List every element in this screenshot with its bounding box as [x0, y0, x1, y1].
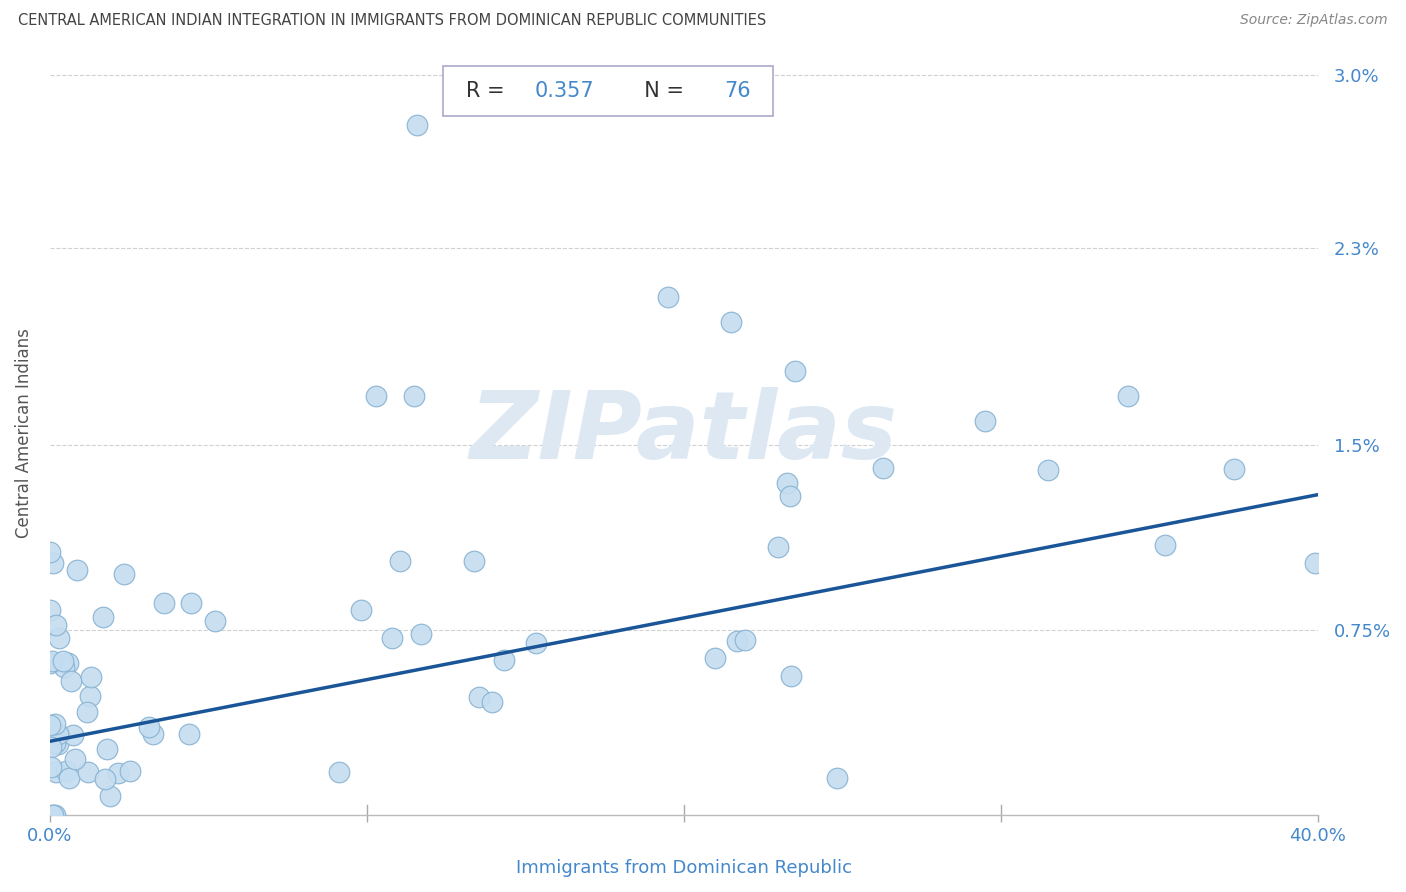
Point [381, 632, 404, 646]
Point [107, 766, 129, 780]
Point [63, 752, 86, 766]
Point [142, 727, 165, 741]
Y-axis label: Central American Indians: Central American Indians [15, 328, 32, 538]
Point [1153, 538, 1175, 552]
Text: 0.357: 0.357 [534, 81, 593, 101]
Point [657, 290, 679, 304]
Point [38, 657, 60, 671]
Point [45, 764, 67, 779]
Point [825, 771, 848, 785]
Text: Source: ZipAtlas.com: Source: ZipAtlas.com [1240, 13, 1388, 28]
Point [52, 660, 75, 674]
Point [703, 651, 725, 665]
Point [59, 674, 82, 689]
Point [42, 556, 65, 570]
Point [783, 364, 806, 378]
Point [180, 596, 202, 610]
Point [52, 654, 75, 668]
Point [41, 654, 63, 668]
Point [1303, 556, 1326, 570]
Point [42, 808, 65, 822]
Point [463, 553, 485, 567]
Point [349, 603, 371, 617]
Point [120, 764, 142, 779]
Point [468, 690, 491, 705]
Point [779, 490, 801, 504]
Point [45, 617, 67, 632]
Point [411, 627, 433, 641]
Text: N =: N = [630, 81, 690, 101]
Point [76, 705, 98, 719]
Point [58, 656, 80, 670]
Point [44, 808, 66, 822]
Point [1223, 462, 1246, 476]
Point [79, 689, 101, 703]
Point [76, 765, 98, 780]
Point [727, 634, 749, 648]
Point [38, 603, 60, 617]
Point [48, 728, 70, 742]
Point [44, 717, 66, 731]
Text: CENTRAL AMERICAN INDIAN INTEGRATION IN IMMIGRANTS FROM DOMINICAN REPUBLIC COMMUN: CENTRAL AMERICAN INDIAN INTEGRATION IN I… [18, 13, 766, 29]
FancyBboxPatch shape [443, 66, 772, 116]
Point [80, 670, 103, 684]
Point [98, 789, 121, 804]
Point [62, 728, 84, 742]
Point [48, 737, 70, 751]
Text: ZIPatlas: ZIPatlas [470, 387, 898, 479]
Point [39, 740, 62, 755]
Point [766, 541, 789, 555]
Point [204, 614, 226, 628]
Point [138, 720, 160, 734]
Point [720, 315, 742, 329]
Point [481, 695, 503, 709]
Point [366, 389, 388, 403]
Point [48, 631, 70, 645]
Point [66, 563, 89, 577]
Point [524, 636, 547, 650]
Point [776, 475, 799, 490]
Point [39, 760, 62, 774]
Point [872, 461, 894, 475]
Point [328, 764, 350, 779]
Point [44, 736, 66, 750]
Point [153, 596, 176, 610]
Point [734, 633, 756, 648]
Point [94, 772, 117, 787]
Point [492, 653, 515, 667]
Point [404, 389, 426, 403]
Point [39, 718, 62, 732]
Text: 76: 76 [724, 81, 751, 101]
Point [38, 545, 60, 559]
Point [179, 727, 201, 741]
X-axis label: Immigrants from Dominican Republic: Immigrants from Dominican Republic [516, 859, 852, 877]
Point [974, 414, 997, 428]
Point [41, 808, 63, 822]
Point [91, 610, 114, 624]
Point [388, 554, 411, 568]
Point [55, 764, 77, 779]
Point [780, 669, 803, 683]
Point [112, 567, 135, 582]
Text: R =: R = [465, 81, 510, 101]
Point [96, 742, 118, 756]
Point [1038, 463, 1060, 477]
Point [406, 118, 429, 132]
Point [46, 726, 69, 740]
Point [58, 771, 80, 785]
Point [1116, 389, 1139, 403]
